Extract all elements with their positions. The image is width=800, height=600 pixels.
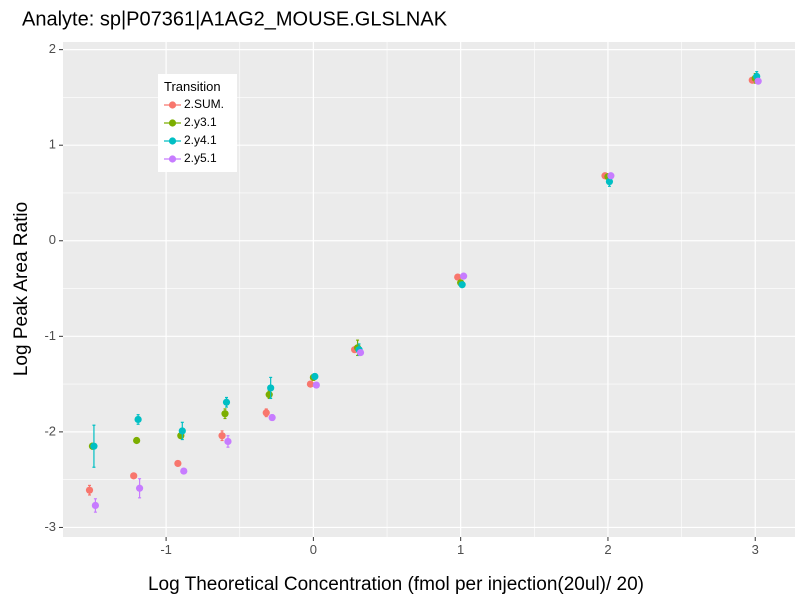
data-point	[454, 273, 462, 281]
data-point	[174, 459, 182, 468]
series-2-y4-1	[90, 71, 761, 468]
legend-label: 2.y3.1	[184, 115, 217, 129]
legend-item: 2.y4.1	[164, 133, 217, 147]
y-tick-label: -1	[44, 328, 56, 343]
legend-label: 2.y5.1	[184, 151, 217, 165]
legend-item: 2.SUM.	[164, 97, 224, 111]
legend-key-point	[168, 101, 177, 109]
x-tick-label: 1	[457, 542, 464, 557]
x-axis-title: Log Theoretical Concentration (fmol per …	[148, 574, 644, 595]
legend-items: 2.SUM. 2.y3.1 2.y4.1 2.y5.1	[164, 97, 224, 165]
y-tick-label: 2	[49, 41, 56, 56]
data-point	[221, 410, 229, 418]
x-tick-label: -1	[160, 542, 172, 557]
data-point	[458, 281, 466, 289]
data-point	[222, 398, 231, 406]
data-point	[90, 442, 98, 450]
data-point	[224, 437, 232, 446]
data-point	[133, 436, 141, 445]
x-tick-label: 2	[604, 542, 611, 557]
legend: Transition 2.SUM. 2.y3.1 2.y4.1 2.y5.1	[158, 74, 237, 172]
data-point	[218, 432, 226, 440]
chart-title: Analyte: sp|P07361|A1AG2_MOUSE.GLSLNAK	[22, 8, 448, 30]
data-point	[134, 415, 142, 424]
data-point	[607, 172, 615, 180]
legend-label: 2.y4.1	[184, 133, 217, 147]
data-point	[178, 427, 186, 435]
y-tick-label: 1	[49, 137, 56, 152]
legend-label: 2.SUM.	[184, 97, 224, 111]
data-point	[311, 372, 319, 381]
data-point	[265, 391, 273, 399]
legend-key-point	[168, 155, 177, 163]
data-point	[262, 409, 270, 417]
data-point	[312, 381, 320, 389]
legend-item: 2.y5.1	[164, 151, 217, 165]
data-point	[268, 413, 276, 422]
y-axis-title: Log Peak Area Ratio	[11, 202, 32, 376]
data-point	[85, 486, 94, 494]
data-point	[91, 501, 100, 510]
legend-item: 2.y3.1	[164, 115, 217, 129]
y-tick-label: -2	[44, 423, 56, 438]
legend-key-point	[168, 119, 177, 127]
data-point	[306, 380, 315, 388]
data-point	[135, 484, 144, 492]
x-tick-labels: -1 0 1 2 3	[160, 542, 759, 557]
axis-ticks	[59, 49, 756, 541]
data-point	[605, 177, 614, 186]
y-tick-label: -3	[44, 519, 56, 534]
data-point	[460, 272, 468, 280]
x-tick-label: 3	[752, 542, 759, 557]
series-2-y5-1	[91, 77, 762, 513]
data-point	[180, 467, 188, 475]
data-point	[754, 77, 762, 85]
legend-title: Transition	[164, 79, 221, 94]
data-point	[130, 472, 138, 480]
x-tick-label: 0	[310, 542, 317, 557]
data-point	[267, 384, 275, 392]
data-point	[356, 348, 365, 357]
series-layer	[85, 71, 762, 513]
y-tick-labels: -3 -2 -1 0 1 2	[44, 41, 56, 534]
y-tick-label: 0	[49, 232, 56, 247]
legend-key-point	[168, 137, 177, 145]
